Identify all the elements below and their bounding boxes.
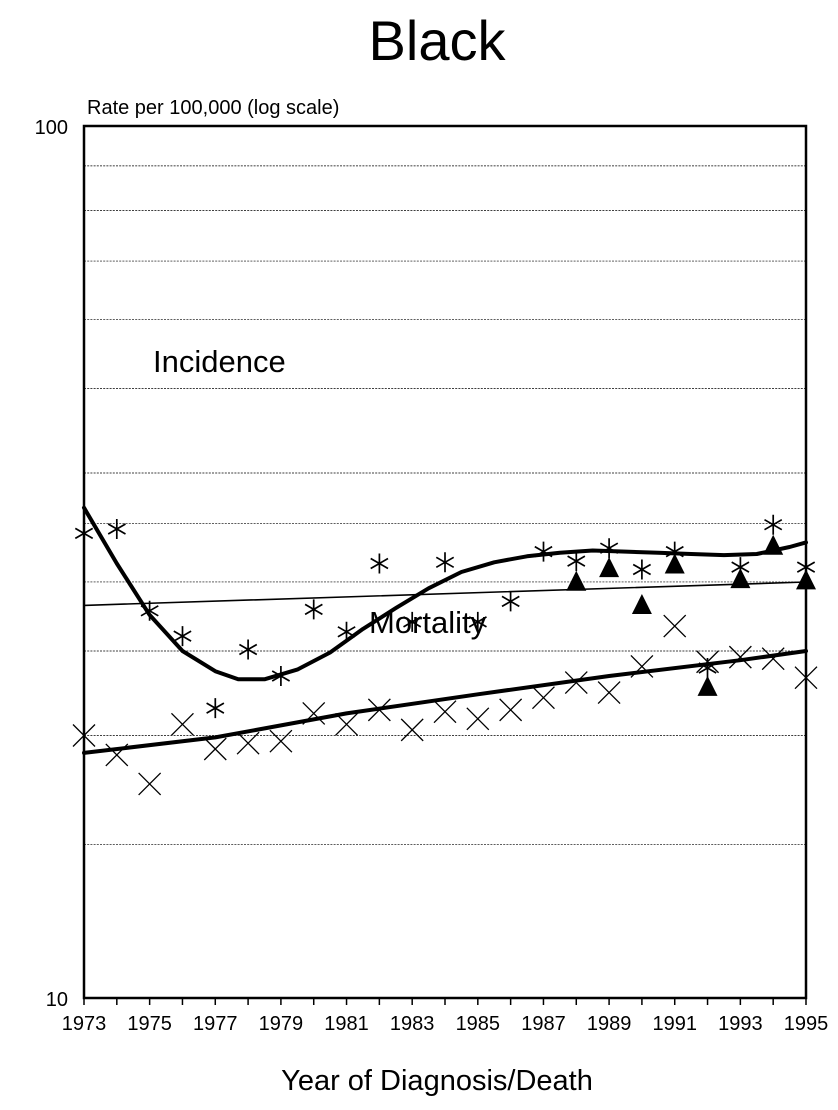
asterisk-marker-1986: [501, 591, 520, 612]
asterisk-marker-1985: [468, 611, 487, 632]
x-marker-1979: [269, 729, 293, 753]
x-tick-label-1975: 1975: [127, 1013, 172, 1035]
x-marker-1994: [761, 647, 785, 671]
x-tick-label-1985: 1985: [456, 1013, 501, 1035]
x-tick-label-1981: 1981: [324, 1013, 369, 1035]
asterisk-marker-1978: [238, 639, 258, 660]
x-tick-label-1973: 1973: [62, 1013, 107, 1035]
x-marker-1982: [367, 698, 391, 722]
asterisk-marker-1974: [107, 519, 126, 539]
triangle-marker-1995: [796, 569, 816, 590]
x-marker-1983: [400, 718, 424, 742]
x-marker-1993: [728, 645, 752, 669]
x-tick-label-1993: 1993: [718, 1013, 763, 1035]
asterisk-marker-1980: [304, 599, 323, 620]
x-marker-1985: [466, 707, 490, 731]
asterisk-marker-1989: [599, 538, 619, 559]
gridlines: [84, 165, 806, 845]
x-axis-ticks: 1973 1975 1977 1979 1981 1983 1985 1987 1989 1991…: [62, 998, 829, 1035]
triangle-marker-1989: [599, 557, 620, 578]
x-marker-1980: [302, 701, 326, 725]
chart-title: Black: [369, 9, 507, 72]
x-tick-label-1991: 1991: [652, 1013, 697, 1035]
annotation-mortality: Mortality: [369, 605, 487, 640]
triangle-marker-1991: [664, 553, 685, 574]
x-marker-1975: [138, 772, 162, 796]
trend-line-3: [82, 505, 808, 682]
asterisk-marker-1988: [567, 551, 586, 572]
triangle-marker-1992: [697, 675, 718, 696]
asterisk-marker-1982: [370, 553, 389, 574]
x-marker-1981: [335, 712, 359, 736]
triangle-marker-1994: [763, 534, 784, 555]
x-marker-1988: [564, 671, 588, 695]
x-tick-label-1983: 1983: [390, 1013, 435, 1035]
trend-line-4: [83, 581, 807, 607]
x-tick-label-1995: 1995: [784, 1013, 829, 1035]
x-axis-label: Year of Diagnosis/Death: [281, 1065, 593, 1097]
triangle-marker-1990: [631, 594, 652, 615]
x-marker-1991: [663, 614, 687, 638]
y-tick-label-10: 10: [46, 989, 68, 1011]
asterisk-marker-1979: [271, 666, 291, 686]
asterisk-marker-1984: [435, 552, 455, 573]
x-tick-label-1987: 1987: [521, 1013, 566, 1035]
x-marker-1984: [433, 700, 457, 724]
x-marker-1995: [794, 666, 818, 690]
asterisk-marker-1983: [403, 611, 422, 632]
annotation-incidence: Incidence: [153, 344, 286, 379]
x-tick-label-1979: 1979: [259, 1013, 304, 1035]
x-marker-1986: [499, 698, 523, 722]
x-marker-1989: [597, 681, 621, 705]
asterisk-marker-1975: [140, 600, 159, 621]
x-marker-1987: [531, 686, 555, 710]
trend-lines: [82, 505, 808, 755]
y-axis-label: Rate per 100,000 (log scale): [87, 97, 339, 119]
x-tick-label-1989: 1989: [587, 1013, 632, 1035]
asterisk-marker-1990: [632, 559, 652, 580]
asterisk-marker-1981: [337, 621, 356, 642]
asterisk-marker-1994: [764, 514, 783, 535]
x-marker-1978: [236, 731, 260, 755]
asterisk-marker-1987: [534, 541, 553, 562]
x-marker-1973: [72, 724, 96, 747]
data-markers: [72, 514, 818, 796]
x-marker-1990: [630, 654, 654, 678]
asterisk-marker-1973: [74, 523, 94, 544]
x-marker-1992: [696, 650, 720, 674]
x-marker-1976: [170, 712, 194, 736]
y-tick-label-100: 100: [35, 117, 68, 139]
x-marker-1977: [203, 737, 227, 761]
triangle-marker-1993: [730, 568, 751, 589]
x-tick-label-1977: 1977: [193, 1013, 238, 1035]
asterisk-marker-1977: [206, 698, 225, 719]
triangle-marker-1988: [566, 570, 587, 591]
x-marker-1974: [105, 743, 129, 767]
trend-line-5: [82, 649, 808, 755]
asterisk-marker-1976: [173, 626, 192, 647]
